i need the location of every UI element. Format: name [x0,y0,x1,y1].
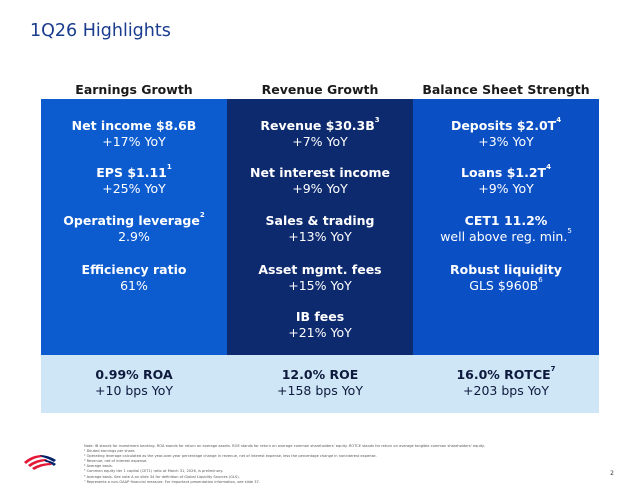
footnote-line: ¹ Diluted earnings per share. [84,449,136,454]
footnote-line: ² Operating leverage calculated as the y… [84,454,377,459]
metric-net-interest-income: Net interest income +9% YoY [227,165,413,197]
returns-strip: 0.99% ROA +10 bps YoY 12.0% ROE +158 bps… [41,355,599,413]
footnote-ref: 4 [556,116,562,124]
metric-value: 61% [120,278,148,293]
metric-value: +203 bps YoY [463,383,549,398]
footnote-line: ⁵ Common equity tier 1 capital (CET1) ra… [84,469,224,474]
footnote-ref: 5 [567,227,572,235]
metric-name: 16.0% ROTCE [456,367,551,382]
bank-flag-logo-icon [24,455,56,470]
metric-name: 0.99% ROA [95,367,173,382]
metric-value: +9% YoY [478,181,534,196]
metric-asset-mgmt-fees: Asset mgmt. fees +15% YoY [227,262,413,294]
metric-name: EPS $1.11 [96,165,167,180]
metric-value: +25% YoY [102,181,166,196]
page-title: 1Q26 Highlights [30,21,171,41]
metric-efficiency-ratio: Efficiency ratio 61% [41,262,227,294]
metric-deposits: Deposits $2.0T4 +3% YoY [413,116,599,150]
metric-value: +13% YoY [288,229,352,244]
footnote-ref: 7 [550,365,556,373]
footnotes: Note: IB stands for investment banking. … [84,444,554,485]
metric-eps: EPS $1.111 +25% YoY [41,163,227,197]
metric-ib-fees: IB fees +21% YoY [227,309,413,341]
footnote-ref: 4 [546,163,551,171]
metric-name: Operating leverage [63,213,200,228]
metric-operating-leverage: Operating leverage2 2.9% [41,211,227,245]
metric-name: Net interest income [250,165,390,180]
page-number: 2 [610,470,614,477]
footnote-line: ⁶ Average basis. See note A on slide 34 … [84,474,240,479]
metric-value: 2.9% [118,229,150,244]
metric-value: +7% YoY [292,134,348,149]
metric-value: GLS $960B [469,278,539,293]
metric-name: Efficiency ratio [81,262,187,277]
footnote-ref: 3 [374,116,380,124]
metric-name: Net income $8.6B [71,118,197,133]
footnote-line: Note: IB stands for investment banking. … [84,444,485,448]
metric-revenue: Revenue $30.3B3 +7% YoY [227,116,413,150]
metric-name: Deposits $2.0T [450,118,557,133]
metric-rotce: 16.0% ROTCE7 +203 bps YoY [413,365,599,399]
column-header-earnings: Earnings Growth [75,82,193,97]
footnote-ref: 2 [199,211,205,219]
metric-sales-trading: Sales & trading +13% YoY [227,213,413,245]
column-header-balance-sheet: Balance Sheet Strength [422,82,590,97]
metric-roe: 12.0% ROE +158 bps YoY [227,367,413,399]
footnote-line: ⁷ Represents a non-GAAP financial measur… [84,479,260,484]
metric-value: +158 bps YoY [277,383,363,398]
footnote-ref: 1 [166,163,172,171]
metric-name: Asset mgmt. fees [258,262,382,277]
metric-name: Robust liquidity [450,262,562,277]
metric-loans: Loans $1.2T4 +9% YoY [413,163,599,197]
metric-name: Sales & trading [265,213,375,228]
metric-value: +15% YoY [288,278,352,293]
metric-name: 12.0% ROE [281,367,359,382]
metric-roa: 0.99% ROA +10 bps YoY [41,367,227,399]
metric-name: Revenue $30.3B [260,118,375,133]
metric-value: +9% YoY [292,181,348,196]
footnote-line: ⁴ Average basis. [84,464,113,469]
footnote-line: ³ Revenue, net of interest expense. [84,459,148,464]
metric-value: +3% YoY [478,134,534,149]
metric-value: well above reg. min. [440,229,568,244]
revenue-growth-panel: Revenue $30.3B3 +7% YoY Net interest inc… [227,99,413,355]
metric-name: IB fees [295,309,345,324]
balance-sheet-panel: Deposits $2.0T4 +3% YoY Loans $1.2T4 +9%… [413,99,599,355]
metric-name: Loans $1.2T [461,165,547,180]
earnings-growth-panel: Net income $8.6B +17% YoY EPS $1.111 +25… [41,99,227,355]
metric-value: +17% YoY [102,134,166,149]
metric-value: +10 bps YoY [95,383,173,398]
metric-name: CET1 11.2% [464,213,548,228]
metric-robust-liquidity: Robust liquidity GLS $960B6 [413,262,599,294]
metric-cet1: CET1 11.2% well above reg. min.5 [413,213,599,245]
metric-net-income: Net income $8.6B +17% YoY [41,118,227,150]
metric-value: +21% YoY [288,325,352,340]
footnote-ref: 6 [538,276,543,284]
column-header-revenue: Revenue Growth [261,82,379,97]
